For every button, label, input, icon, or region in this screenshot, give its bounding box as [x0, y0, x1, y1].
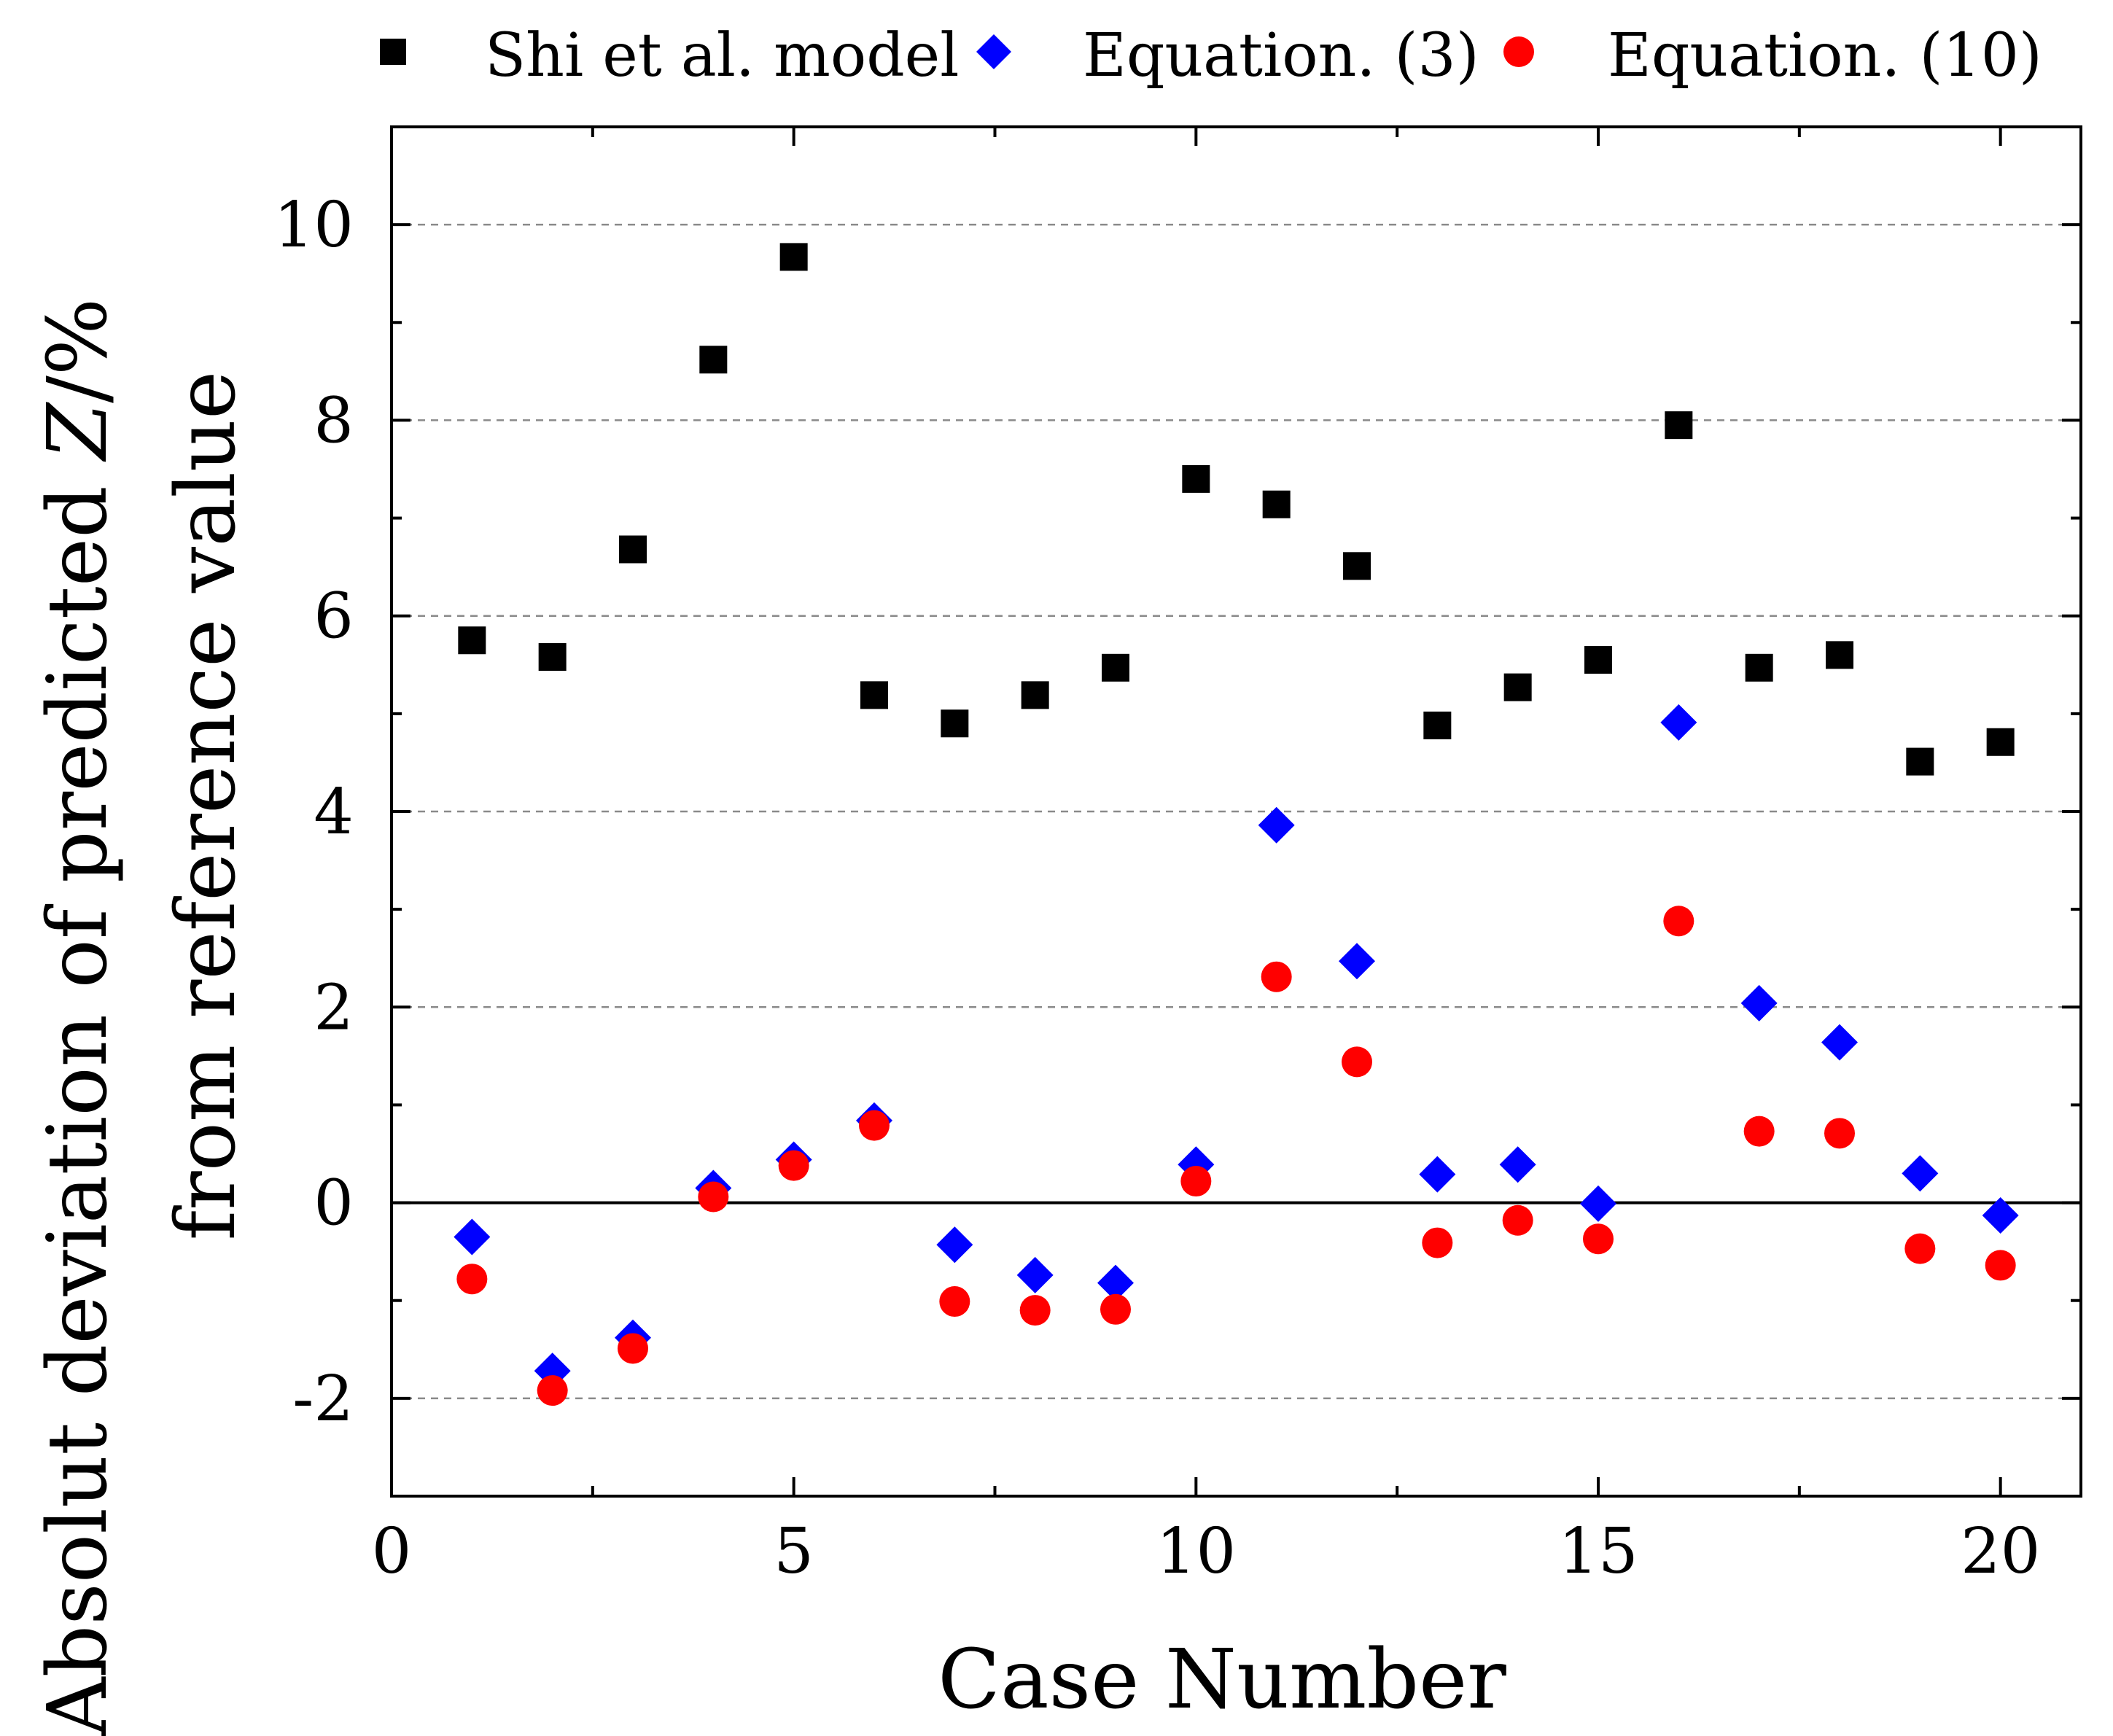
y-tick-label: -2: [292, 1363, 354, 1436]
data-point-square: [779, 243, 808, 271]
data-point-circle: [859, 1110, 890, 1141]
data-point-square: [1343, 552, 1371, 580]
data-point-diamond: [1339, 943, 1375, 980]
data-point-circle: [1824, 1118, 1855, 1149]
grid: [392, 223, 2081, 1400]
x-axis-title: Case Number: [938, 1632, 1506, 1727]
legend-label-eq10: Equation. (10): [1608, 21, 2042, 90]
data-point-diamond: [1660, 704, 1697, 741]
data-point-square: [1262, 490, 1291, 518]
data-point-square: [619, 535, 647, 564]
data-point-circle: [1180, 1166, 1212, 1197]
y-axis-title-prefix: Absolut deviation of predicted: [31, 460, 125, 1736]
data-point-square: [1102, 653, 1129, 682]
x-tick-label: 20: [1961, 1515, 2040, 1588]
y-tick-labels: -2 0 2 4 6 8 10: [274, 189, 354, 1436]
x-tick-label: 10: [1156, 1515, 1236, 1588]
series-diamond: [454, 704, 2019, 1390]
data-point-diamond: [1258, 806, 1295, 844]
data-point-square: [1826, 641, 1853, 669]
y-axis-title-suffix: /%: [31, 298, 125, 403]
legend-label-eq3: Equation. (3): [1083, 21, 1479, 90]
data-point-circle: [1583, 1223, 1614, 1255]
data-point-circle: [537, 1375, 568, 1406]
data-point-circle: [456, 1264, 488, 1295]
x-tick-label: 0: [372, 1515, 412, 1588]
data-point-square: [1745, 653, 1773, 682]
data-point-circle: [1342, 1046, 1372, 1078]
data-point-square: [699, 346, 728, 374]
y-tick-label: 0: [314, 1167, 354, 1240]
data-point-diamond: [1580, 1185, 1616, 1222]
data-point-diamond: [1419, 1156, 1456, 1193]
data-point-circle: [1743, 1116, 1775, 1147]
data-point-diamond: [1902, 1155, 1939, 1192]
data-point-square: [860, 681, 888, 709]
data-point-square: [1986, 728, 2015, 756]
data-point-square: [1503, 673, 1532, 701]
y-tick-label: 4: [314, 776, 354, 849]
y-axis-title: Absolut deviation of predicted Z/%: [31, 298, 125, 1736]
y-axis-title-variable: Z: [31, 402, 125, 462]
data-point-diamond: [1821, 1024, 1858, 1061]
data-point-circle: [1261, 961, 1292, 992]
data-point-square: [1021, 681, 1049, 709]
data-point-square: [1665, 411, 1693, 440]
data-point-circle: [778, 1150, 809, 1181]
data-point-diamond: [936, 1226, 973, 1264]
data-point-diamond: [1982, 1197, 2019, 1234]
data-point-circle: [1502, 1204, 1533, 1236]
series-layer: [454, 243, 2019, 1406]
legend-label-shi: Shi et al. model: [485, 21, 959, 90]
data-point-diamond: [1016, 1256, 1054, 1293]
data-point-circle: [939, 1286, 970, 1317]
data-point-square: [941, 709, 969, 738]
y-axis-title-line1: Absolut deviation of predicted Z/%: [31, 298, 125, 1736]
data-point-square: [1584, 646, 1612, 674]
ticks: [390, 125, 2081, 1498]
x-tick-label: 5: [774, 1515, 814, 1588]
legend-marker-shi: [380, 39, 406, 65]
data-point-circle: [1100, 1293, 1131, 1325]
data-point-square: [538, 643, 567, 672]
x-tick-label: 15: [1558, 1515, 1638, 1588]
x-tick-labels: 0 5 10 15 20: [372, 1515, 2041, 1588]
data-point-diamond: [454, 1218, 491, 1256]
data-point-circle: [1663, 906, 1694, 937]
data-point-diamond: [1097, 1264, 1134, 1301]
series-square: [458, 243, 2015, 776]
data-point-square: [1906, 747, 1934, 776]
y-tick-label: 2: [314, 971, 354, 1044]
series-circle: [456, 906, 2016, 1406]
data-point-circle: [1985, 1250, 2016, 1281]
data-point-square: [458, 626, 486, 655]
y-axis-title-line2: from reference value: [159, 371, 254, 1241]
data-point-diamond: [1499, 1146, 1536, 1183]
data-point-circle: [698, 1181, 729, 1213]
legend-marker-eq3: [976, 34, 1011, 69]
data-point-circle: [1904, 1233, 1936, 1264]
data-point-circle: [1422, 1227, 1453, 1258]
y-tick-label: 6: [314, 580, 354, 653]
data-point-square: [1423, 711, 1452, 739]
data-point-circle: [618, 1333, 648, 1364]
data-point-circle: [1019, 1295, 1051, 1326]
legend: Shi et al. model Equation. (3) Equation.…: [380, 21, 2042, 90]
data-point-diamond: [1740, 984, 1778, 1021]
y-tick-label: 8: [314, 384, 354, 457]
y-tick-label: 10: [274, 189, 354, 262]
legend-marker-eq10: [1503, 36, 1534, 67]
data-point-square: [1182, 464, 1210, 493]
